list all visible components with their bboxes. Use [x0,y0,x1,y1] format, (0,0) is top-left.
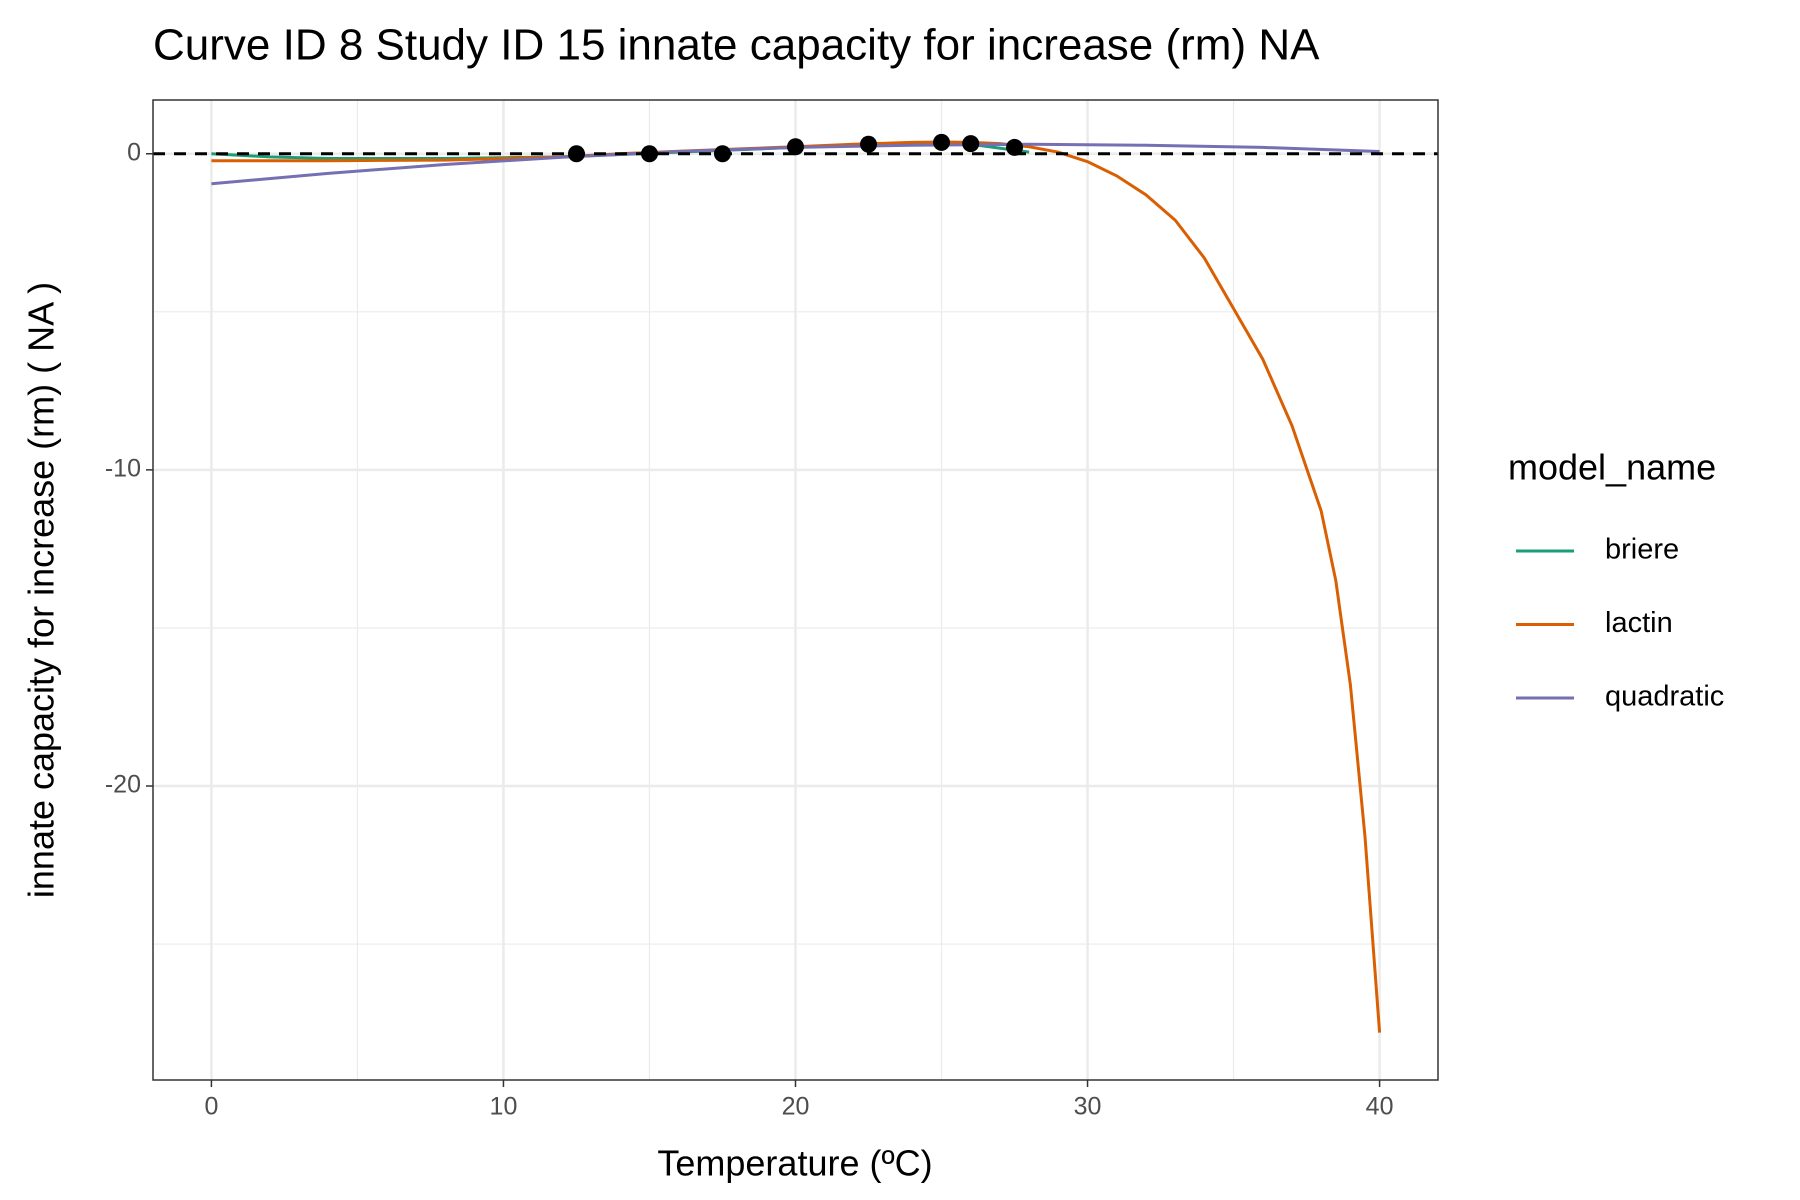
data-point [933,133,951,151]
data-point [860,135,878,153]
data-point [640,145,658,163]
legend-label: lactin [1605,607,1673,639]
x-tick-label: 30 [1074,1093,1102,1121]
legend-title: model_name [1508,447,1716,488]
legend-label: quadratic [1605,681,1724,713]
y-tick-label: 0 [127,138,141,166]
data-point [962,135,980,153]
x-tick-label: 10 [490,1093,518,1121]
y-axis-title: innate capacity for increase (rm) ( NA ) [21,282,62,898]
panel-border [152,99,1439,1081]
data-point [567,145,585,163]
data-point [787,138,804,156]
x-tick-label: 0 [204,1093,218,1121]
legend-label: briere [1605,534,1679,566]
x-tick-label: 20 [782,1093,810,1121]
x-tick-label: 40 [1366,1093,1394,1121]
data-point [1006,138,1024,156]
y-tick-label: -20 [105,771,141,799]
y-tick-label: -10 [105,454,141,482]
chart-title: Curve ID 8 Study ID 15 innate capacity f… [153,21,1320,70]
data-point [713,145,731,163]
x-axis-title: Temperature (ºC) [657,1143,932,1184]
